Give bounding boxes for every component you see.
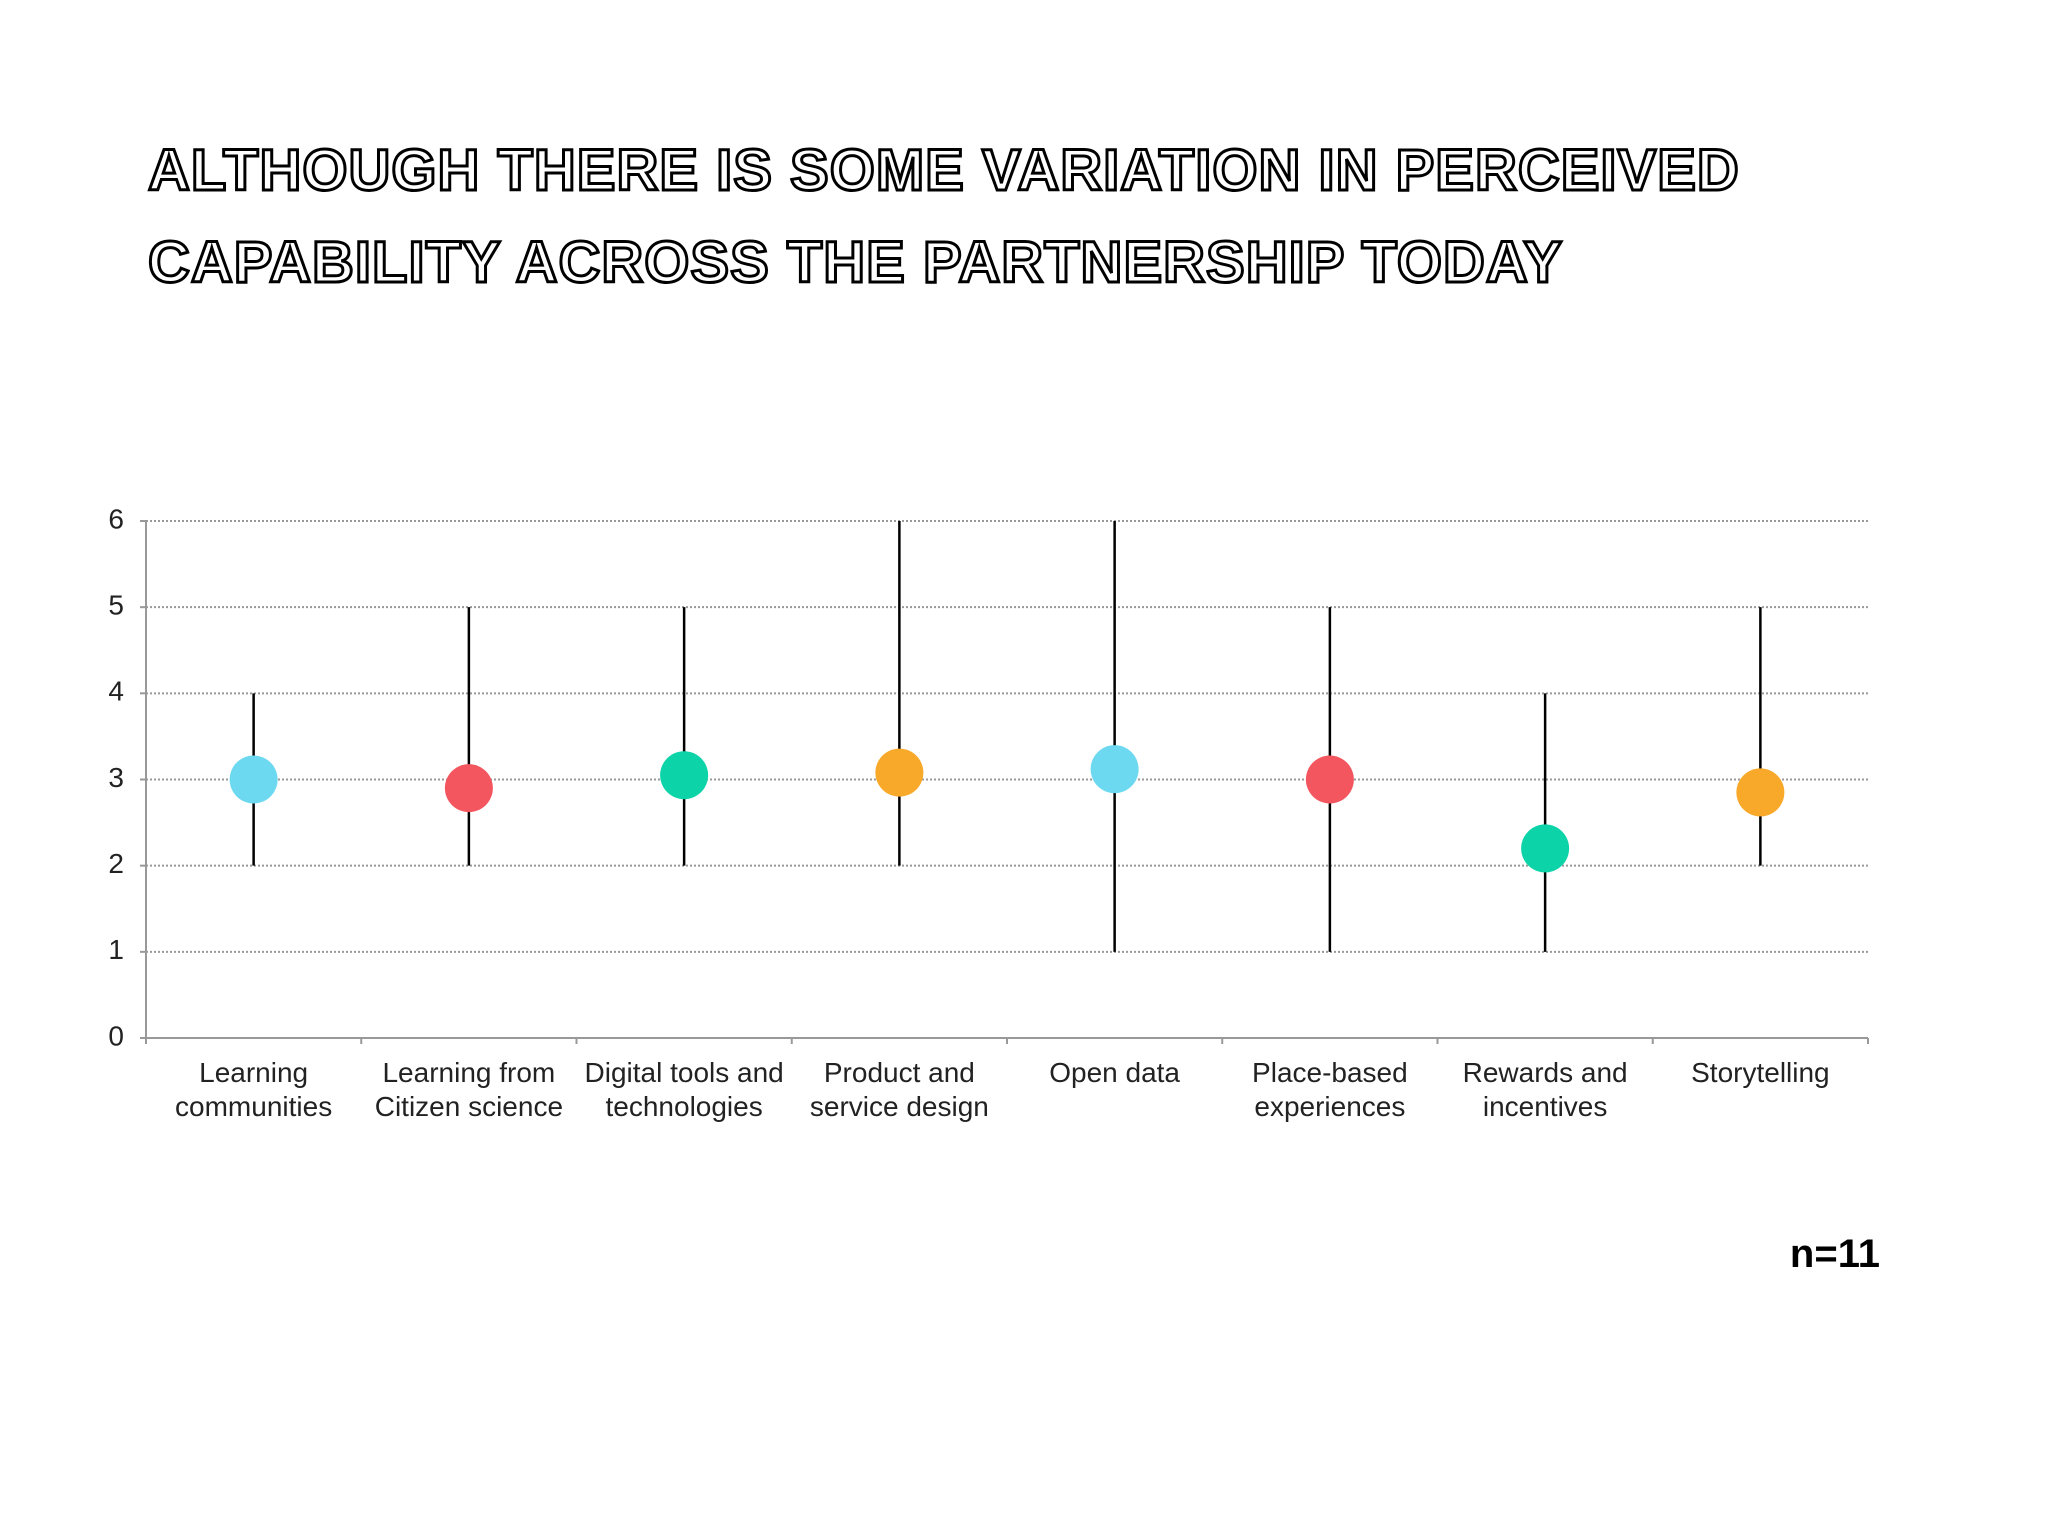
mean-dot bbox=[1521, 824, 1570, 873]
x-tick-label: Learning communities bbox=[175, 1057, 333, 1122]
mean-dot bbox=[1090, 745, 1139, 794]
y-tick-label: 1 bbox=[108, 934, 124, 965]
sample-size-note: n=11 bbox=[1789, 1232, 1880, 1276]
y-tick-label: 3 bbox=[108, 762, 124, 793]
y-tick-label: 2 bbox=[108, 848, 124, 879]
x-tick-label: Storytelling bbox=[1691, 1057, 1830, 1088]
x-tick-label: Rewards and incentives bbox=[1462, 1057, 1628, 1122]
x-tick-label: Learning from Citizen science bbox=[374, 1057, 564, 1122]
mean-dot bbox=[875, 748, 924, 797]
mean-dot bbox=[660, 751, 709, 800]
mean-dot bbox=[444, 764, 493, 813]
x-tick-label: Place-based experiences bbox=[1252, 1057, 1408, 1122]
y-tick-label: 6 bbox=[108, 503, 124, 534]
y-tick-label: 4 bbox=[108, 676, 124, 707]
x-tick-label: Open data bbox=[1049, 1057, 1181, 1088]
x-tick-label: Product and service design bbox=[809, 1057, 989, 1122]
mean-dot bbox=[1305, 755, 1354, 804]
y-tick-label: 5 bbox=[108, 590, 124, 621]
mean-dot bbox=[1736, 768, 1785, 817]
mean-dot bbox=[229, 755, 278, 804]
chart-title: ALTHOUGH THERE IS SOME VARIATION IN PERC… bbox=[147, 137, 1741, 297]
x-tick-label: Digital tools and technologies bbox=[584, 1057, 784, 1122]
y-tick-label: 0 bbox=[108, 1020, 124, 1051]
